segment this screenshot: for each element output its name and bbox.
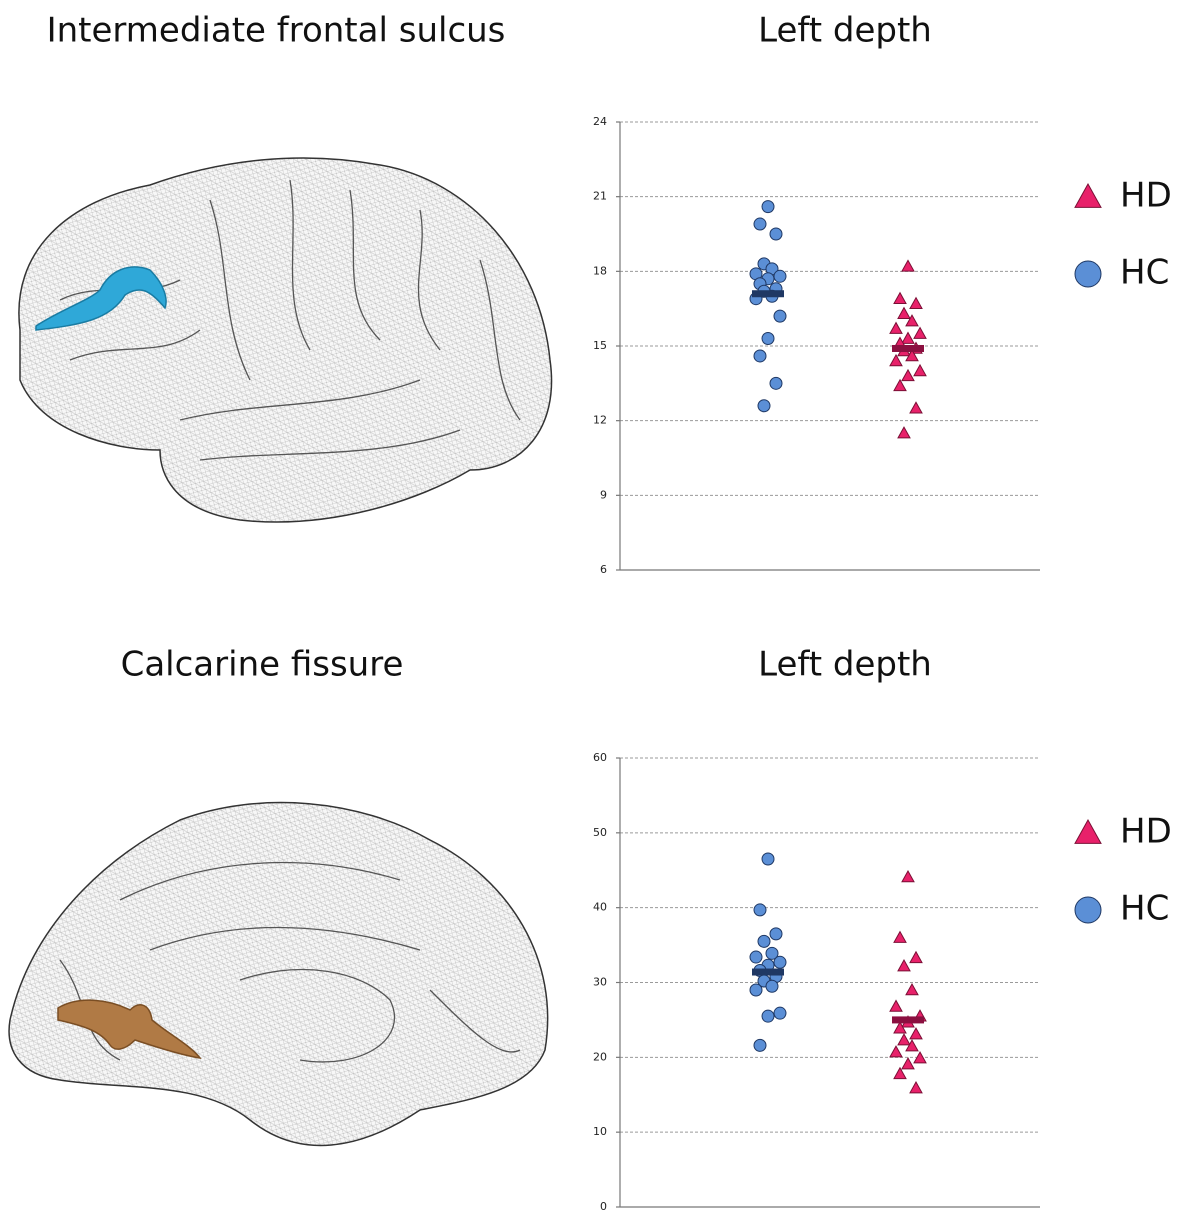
data-point <box>905 1039 919 1052</box>
data-point <box>897 1033 911 1046</box>
data-point <box>765 979 779 993</box>
data-point <box>901 368 915 382</box>
data-point <box>905 982 919 996</box>
legend-label: HD <box>1120 812 1172 852</box>
data-point <box>909 296 923 309</box>
legend-marker <box>1074 182 1102 208</box>
data-point <box>753 217 767 231</box>
image-title: Calcarine fissure <box>121 645 404 685</box>
brain-medial <box>8 801 549 1147</box>
data-point <box>909 1080 923 1094</box>
legend-marker <box>1074 260 1102 288</box>
y-tick-label: 15 <box>593 339 607 352</box>
data-point <box>913 363 927 377</box>
y-tick-label: 10 <box>593 1125 607 1138</box>
data-point <box>761 1009 775 1023</box>
chart-title: Left depth <box>758 645 932 685</box>
data-point <box>889 1045 903 1058</box>
data-point <box>761 852 775 866</box>
data-point <box>889 321 903 334</box>
data-point <box>893 1066 907 1080</box>
legend-label: HD <box>1120 176 1172 216</box>
data-point <box>889 353 903 367</box>
data-point <box>901 869 915 883</box>
data-point <box>901 1057 915 1070</box>
data-point <box>893 291 907 305</box>
data-point <box>905 348 919 362</box>
data-point <box>909 401 923 414</box>
data-point <box>753 903 767 917</box>
y-tick-label: 40 <box>593 901 607 914</box>
data-point <box>909 950 923 964</box>
data-point <box>897 426 911 439</box>
mean-bar <box>892 1016 924 1024</box>
data-point <box>769 927 783 941</box>
data-point <box>897 959 911 972</box>
data-point <box>889 999 903 1012</box>
y-tick-label: 9 <box>600 488 607 501</box>
y-tick-label: 20 <box>593 1050 607 1063</box>
y-tick-label: 30 <box>593 976 607 989</box>
data-point <box>773 1006 787 1020</box>
data-point <box>757 934 771 948</box>
data-point <box>901 259 915 272</box>
y-tick-label: 12 <box>593 414 607 427</box>
data-point <box>773 955 787 969</box>
legend-marker <box>1074 818 1102 844</box>
data-point <box>761 332 775 346</box>
image-title: Intermediate frontal sulcus <box>47 11 506 51</box>
legend-label: HC <box>1120 253 1169 293</box>
data-point <box>753 1038 767 1052</box>
data-point <box>749 983 763 997</box>
y-tick-label: 18 <box>593 264 607 277</box>
data-point <box>769 376 783 390</box>
mean-bar <box>892 344 924 352</box>
data-point <box>773 269 787 283</box>
y-tick-label: 21 <box>593 190 607 203</box>
legend-marker <box>1074 896 1102 924</box>
data-point <box>769 227 783 241</box>
data-point <box>757 399 771 413</box>
data-point <box>893 1021 907 1034</box>
data-point <box>773 309 787 323</box>
y-tick-label: 60 <box>593 751 607 764</box>
y-tick-label: 0 <box>600 1200 607 1212</box>
data-point <box>901 331 915 344</box>
data-point <box>761 200 775 214</box>
data-point <box>749 950 763 964</box>
y-tick-label: 24 <box>593 115 607 128</box>
data-point <box>913 326 927 339</box>
data-point <box>913 1051 927 1064</box>
legend-label: HC <box>1120 889 1169 929</box>
y-tick-label: 50 <box>593 826 607 839</box>
brain-lateral <box>18 157 553 523</box>
data-point <box>893 930 907 943</box>
data-point <box>905 314 919 327</box>
data-point <box>897 306 911 319</box>
chart-title: Left depth <box>758 11 932 51</box>
data-point <box>909 1027 923 1040</box>
mean-bar <box>752 290 784 298</box>
data-point <box>753 349 767 363</box>
mean-bar <box>752 968 784 976</box>
data-point <box>765 946 779 960</box>
data-point <box>893 378 907 392</box>
y-tick-label: 6 <box>600 563 607 576</box>
